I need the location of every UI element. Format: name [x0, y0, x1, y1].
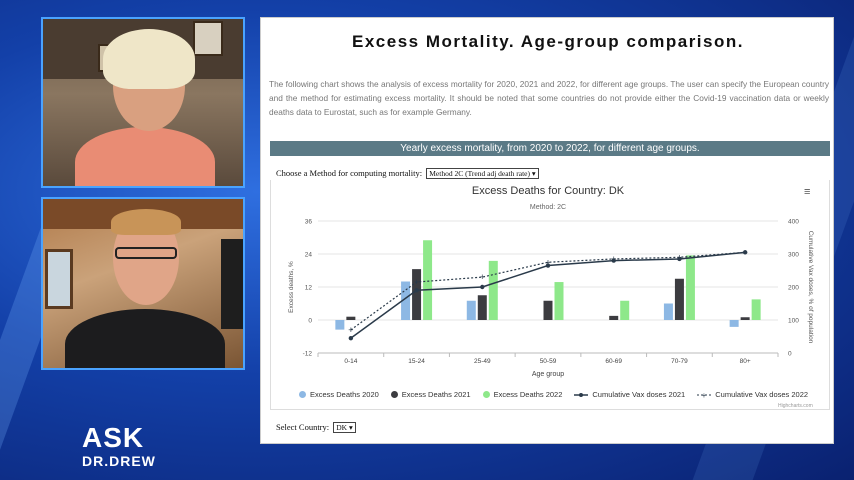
y2-tick-label: 300: [788, 252, 799, 259]
y-tick-label: 0: [308, 318, 312, 325]
country-select[interactable]: DK ▾: [333, 422, 356, 433]
y2-tick-label: 0: [788, 351, 792, 358]
y-tick-label: 24: [305, 252, 313, 259]
bar-excess-deaths-2020: [401, 281, 411, 320]
bar-excess-deaths-2022: [685, 255, 695, 320]
chart-subtitle: Method: 2C: [529, 204, 567, 211]
legend-line-swatch: +: [697, 391, 712, 400]
legend-swatch: [390, 391, 398, 398]
method-label: Choose a Method for computing mortality:: [276, 168, 423, 178]
chart-container: [270, 180, 830, 410]
host-body: [75, 127, 215, 186]
logo-ask: ASK: [82, 422, 145, 453]
legend-label: Excess Deaths 2022: [493, 390, 563, 399]
window: [45, 249, 73, 309]
show-logo: ASK DR.DREW: [82, 422, 156, 469]
chart-credits: Highcharts.com: [778, 403, 813, 409]
country-select-value: DK: [336, 423, 348, 432]
point-cumulative-vax-doses-2022: +: [677, 252, 682, 262]
legend-swatch: [299, 391, 306, 398]
point-cumulative-vax-doses-2022: +: [611, 254, 616, 264]
y-tick-label: -12: [303, 351, 313, 358]
bar-excess-deaths-2022: [554, 282, 564, 320]
bar-excess-deaths-2021: [674, 278, 684, 320]
legend-label: Excess Deaths 2021: [401, 390, 471, 399]
svg-text:+: +: [702, 391, 707, 399]
legend-swatch: [482, 391, 490, 398]
excess-deaths-chart: -12 0 12 24 36 0 100 200 300 400 0-14 15-24 25-49 50-…: [288, 219, 814, 379]
host-hair: [103, 29, 195, 89]
point-cumulative-vax-doses-2022: +: [348, 325, 353, 335]
x-axis-title: Age group: [532, 371, 564, 378]
x-tick-label: 50-59: [540, 358, 557, 365]
bar-excess-deaths-2020: [466, 300, 476, 320]
eyeglasses: [115, 247, 177, 259]
video-tile-guest: [41, 197, 245, 370]
y2-tick-label: 100: [788, 318, 799, 325]
bar-excess-deaths-2021: [543, 300, 553, 320]
legend-label: Excess Deaths 2020: [310, 390, 379, 399]
guest-hair: [111, 209, 181, 235]
point-cumulative-vax-doses-2022: +: [414, 277, 419, 287]
bar-excess-deaths-2022: [488, 260, 498, 320]
legend-label: Cumulative Vax doses 2022: [715, 390, 809, 399]
bar-excess-deaths-2021: [477, 295, 487, 320]
legend-item[interactable]: Cumulative Vax doses 2021: [574, 390, 685, 399]
y-tick-label: 36: [305, 219, 313, 226]
legend-line-swatch: [574, 391, 589, 399]
y2-tick-label: 200: [788, 285, 799, 292]
country-row: Select Country: DK ▾: [276, 422, 356, 433]
intro-paragraph: The following chart shows the analysis o…: [269, 79, 829, 117]
x-tick-label: 25-49: [474, 358, 491, 365]
video-tile-host: [41, 17, 245, 188]
x-tick-label: 0-14: [344, 358, 357, 365]
point-cumulative-vax-doses-2021: [742, 250, 748, 255]
shared-screen-panel: Excess Mortality. Age-group comparison. …: [260, 17, 834, 444]
bar-excess-deaths-2021: [346, 316, 356, 320]
point-cumulative-vax-doses-2022: +: [545, 257, 550, 267]
chart-title: Excess Deaths for Country: DK: [471, 185, 625, 197]
point-cumulative-vax-doses-2021: [480, 284, 485, 290]
y2-axis-title: Cumulative Vax doses, % of population: [807, 231, 814, 344]
point-cumulative-vax-doses-2022: +: [480, 272, 485, 282]
page-title: Excess Mortality. Age-group comparison.: [352, 32, 744, 51]
bar-excess-deaths-2022: [620, 300, 630, 320]
hamburger-menu-icon[interactable]: ≡: [804, 186, 811, 198]
country-label: Select Country:: [276, 422, 330, 432]
bar-excess-deaths-2021: [609, 315, 619, 320]
logo-drew: DR.DREW: [82, 453, 156, 469]
y2-tick-label: 400: [788, 219, 799, 226]
legend-item[interactable]: Excess Deaths 2021: [390, 390, 471, 399]
chart-banner: Yearly excess mortality, from 2020 to 20…: [270, 141, 830, 156]
legend-item[interactable]: Excess Deaths 2022: [482, 390, 563, 399]
legend-item[interactable]: + Cumulative Vax doses 2022: [697, 390, 809, 400]
bar-excess-deaths-2020: [335, 320, 345, 330]
x-tick-label: 15-24: [408, 358, 425, 365]
bar-excess-deaths-2022: [751, 299, 761, 320]
bar-excess-deaths-2022: [423, 240, 433, 320]
point-cumulative-vax-doses-2022: +: [743, 247, 748, 257]
guest-body: [65, 309, 225, 368]
y-tick-label: 12: [305, 285, 313, 292]
x-tick-label: 80+: [740, 358, 751, 365]
point-cumulative-vax-doses-2021: [348, 335, 354, 341]
picture-frame: [193, 21, 223, 56]
line-cumulative-vax-doses-2022: [350, 251, 746, 331]
chart-legend: Excess Deaths 2020 Excess Deaths 2021 Exce…: [299, 390, 809, 400]
x-tick-label: 60-69: [605, 358, 622, 365]
bar-excess-deaths-2020: [729, 320, 739, 327]
y-axis-title: Excess deaths, %: [288, 261, 295, 313]
bar-excess-deaths-2020: [663, 303, 673, 320]
bar-excess-deaths-2021: [412, 269, 422, 320]
bar-excess-deaths-2021: [740, 317, 750, 320]
point-cumulative-vax-doses-2021: [545, 263, 551, 268]
legend-item[interactable]: Excess Deaths 2020: [299, 390, 379, 399]
method-select[interactable]: Method 2C (Trend adj death rate) ▾: [426, 168, 539, 179]
x-tick-label: 70-79: [671, 358, 688, 365]
method-select-value: Method 2C (Trend adj death rate): [429, 169, 531, 178]
method-row: Choose a Method for computing mortality:…: [276, 168, 539, 179]
guitar: [221, 239, 243, 329]
legend-label: Cumulative Vax doses 2021: [592, 390, 686, 399]
point-cumulative-vax-doses-2021: [414, 288, 419, 293]
